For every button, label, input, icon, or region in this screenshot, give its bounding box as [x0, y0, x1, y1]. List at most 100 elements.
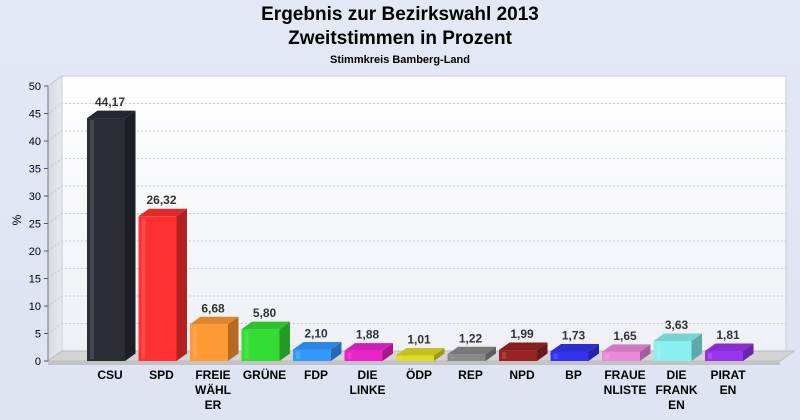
gridline: [47, 323, 786, 334]
bar-side: [743, 343, 754, 361]
bar: [653, 341, 692, 361]
x-tick-label: FRAUE: [604, 368, 645, 382]
data-label: 1,65: [613, 329, 637, 343]
data-label: 1,22: [459, 331, 483, 345]
x-tick-label: WÄHL: [195, 382, 231, 397]
bar-highlight: [450, 356, 455, 359]
x-tick-label: GRÜNE: [243, 367, 286, 382]
x-tick-label: DIE: [666, 368, 686, 382]
y-tick-label: 10: [29, 301, 41, 313]
bar: [293, 349, 331, 361]
data-label: 1,81: [716, 328, 740, 342]
x-tick-label: NLISTE: [604, 383, 647, 397]
gridline: [47, 213, 786, 224]
y-tick-label: 15: [29, 274, 41, 286]
bar-side: [640, 344, 651, 361]
bar-highlight: [502, 352, 506, 359]
gridline: [47, 295, 786, 307]
bar-highlight: [90, 120, 94, 359]
y-tick-label: 40: [29, 136, 41, 148]
bar-side: [228, 316, 239, 361]
bar-highlight: [296, 351, 300, 359]
x-tick-label: FREIE: [195, 368, 230, 382]
bar: [705, 351, 743, 361]
x-tick-label: EN: [668, 398, 685, 412]
y-tick-label: 0: [35, 356, 41, 368]
bar-side: [279, 321, 290, 361]
bar-side: [537, 342, 548, 361]
x-tick-label: NPD: [509, 368, 535, 382]
bar-highlight: [347, 352, 352, 359]
y-tick-label: 50: [29, 81, 41, 93]
data-label: 3,63: [665, 318, 689, 332]
bar: [344, 350, 383, 361]
bar-highlight: [553, 353, 558, 359]
x-tick-label: ER: [205, 398, 222, 412]
bar-top: [550, 343, 599, 352]
bar-highlight: [399, 357, 403, 359]
bar: [499, 350, 537, 361]
bar-top: [190, 316, 239, 325]
bar-side: [331, 341, 342, 361]
chart-subsubtitle: Stimmkreis Bamberg-Land: [330, 54, 470, 66]
bar: [396, 355, 434, 361]
x-tick-label: DIE: [357, 368, 377, 382]
x-tick-label: LINKE: [350, 383, 386, 397]
y-tick-label: 5: [35, 329, 41, 341]
gridline: [47, 130, 786, 142]
bar-side: [382, 343, 393, 361]
data-label: 26,32: [146, 193, 176, 207]
x-tick-label: REP: [458, 368, 483, 382]
bar-highlight: [193, 326, 197, 359]
bar-side: [176, 208, 187, 361]
gridline: [47, 75, 786, 87]
gridline: [47, 268, 786, 279]
gridline: [47, 158, 786, 169]
data-label: 2,10: [304, 326, 328, 340]
data-label: 1,99: [510, 327, 534, 341]
data-label: 5,80: [253, 306, 277, 320]
x-tick-label: CSU: [97, 368, 122, 382]
bar-side: [691, 333, 702, 361]
plot-floor-edge: [48, 361, 780, 365]
bar-highlight: [141, 218, 146, 359]
bar-top: [653, 333, 702, 342]
y-tick-label: 25: [29, 219, 41, 231]
data-label: 1,01: [407, 332, 431, 346]
y-axis-label: %: [10, 214, 24, 225]
gridline: [47, 103, 786, 114]
bar-side: [588, 343, 599, 361]
chart-title: Ergebnis zur Bezirkswahl 2013: [261, 4, 539, 25]
chart-subtitle: Zweitstimmen in Prozent: [288, 28, 512, 49]
y-tick-label: 20: [29, 246, 41, 258]
bar: [447, 354, 486, 361]
bar-side: [485, 346, 496, 361]
bar-top: [705, 343, 754, 352]
bar-top: [499, 342, 548, 351]
bar-highlight: [244, 331, 249, 359]
bar-side: [434, 347, 445, 361]
gridline: [47, 240, 786, 252]
bar: [550, 351, 589, 361]
data-label: 44,17: [95, 95, 125, 109]
bar-top: [293, 341, 342, 350]
bar-top: [602, 344, 651, 352]
bar-top: [396, 347, 445, 356]
bar-top: [241, 321, 290, 330]
data-label: 1,88: [356, 328, 380, 342]
bar-top: [447, 346, 496, 355]
gridline: [47, 185, 786, 197]
x-tick-label: EN: [720, 383, 737, 397]
bar-highlight: [656, 343, 661, 359]
x-tick-label: SPD: [149, 368, 174, 382]
bar-highlight: [708, 353, 712, 359]
bar-top: [138, 208, 187, 217]
y-tick-label: 45: [29, 109, 41, 121]
y-tick-label: 30: [29, 191, 41, 203]
bar: [602, 351, 640, 361]
x-tick-label: FDP: [304, 368, 328, 382]
bar-top: [87, 110, 136, 119]
data-label: 6,68: [201, 301, 225, 315]
bar-side: [125, 110, 136, 361]
